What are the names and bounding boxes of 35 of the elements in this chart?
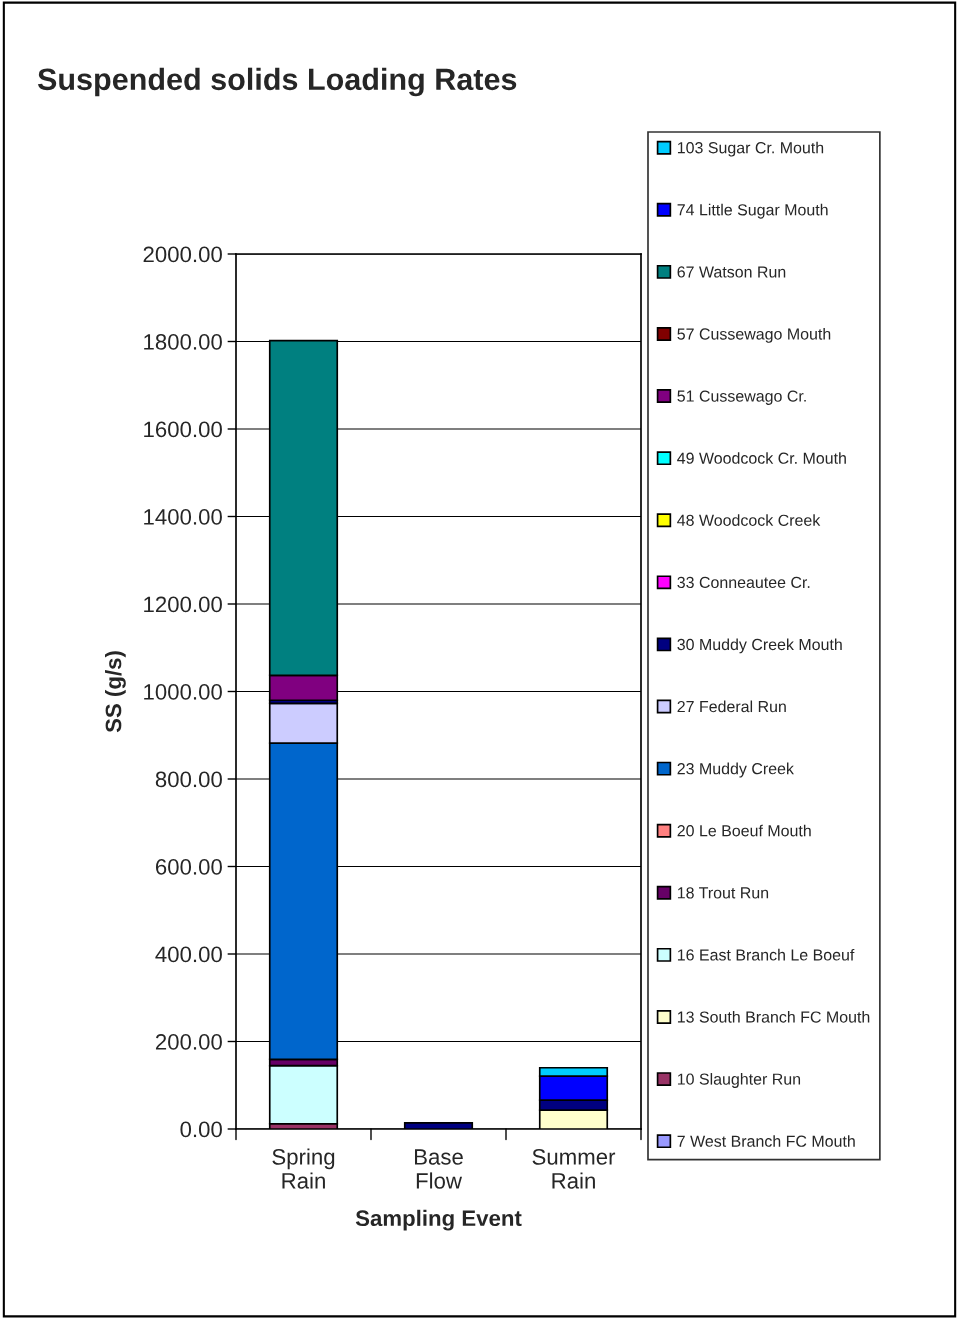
legend-label: 16 East Branch Le Boeuf	[677, 948, 855, 961]
legend-label: 48 Woodcock Creek	[677, 514, 821, 526]
y-tick-label: 1200.00	[144, 596, 222, 613]
x-tick-label: Summer Rain	[532, 1149, 616, 1189]
legend-label: 20 Le Boeuf Mouth	[677, 824, 811, 837]
y-tick-label: 0.00	[180, 1121, 222, 1138]
legend-label: 67 Watson Run	[677, 266, 786, 278]
legend-label: 13 South Branch FC Mouth	[677, 1010, 870, 1023]
legend-label: 18 Trout Run	[677, 887, 769, 899]
y-tick-label: 2000.00	[143, 246, 222, 263]
x-tick-label: Base Flow	[415, 1149, 463, 1189]
legend-label: 33 Conneautee Cr.	[677, 576, 810, 589]
legend-label: 103 Sugar Cr. Mouth	[677, 141, 824, 157]
legend-label: 57 Cussewago Mouth	[677, 327, 831, 343]
y-tick-label: 600.00	[155, 859, 222, 875]
legend-label: 30 Muddy Creek Mouth	[677, 638, 842, 654]
bar	[268, 1064, 339, 1125]
y-axis-title: SS (g/s)	[105, 651, 126, 733]
x-tick-label: Spring Rain	[272, 1148, 335, 1189]
y-tick-label: 1600.00	[144, 421, 222, 438]
legend-label: 51 Cussewago Cr.	[677, 390, 806, 405]
legend-label: 10 Slaughter Run	[677, 1073, 801, 1088]
y-tick-label: 200.00	[155, 1034, 222, 1050]
legend-label: 49 Woodcock Cr. Mouth	[677, 452, 846, 464]
y-tick-label: 800.00	[155, 771, 222, 788]
y-tick-label: 400.00	[155, 946, 222, 963]
legend-label: 27 Federal Run	[677, 700, 786, 713]
y-tick-label: 1800.00	[144, 334, 222, 350]
x-axis-title: Sampling Event	[355, 1209, 522, 1231]
legend-label: 74 Little Sugar Mouth	[677, 203, 828, 219]
chart-title: Suspended solids Loading Rates	[37, 67, 517, 97]
y-tick-label: 1000.00	[144, 684, 222, 700]
legend-label: 23 Muddy Creek	[677, 762, 794, 778]
y-tick-label: 1400.00	[144, 509, 222, 525]
legend-label: 7 West Branch FC Mouth	[677, 1135, 855, 1147]
